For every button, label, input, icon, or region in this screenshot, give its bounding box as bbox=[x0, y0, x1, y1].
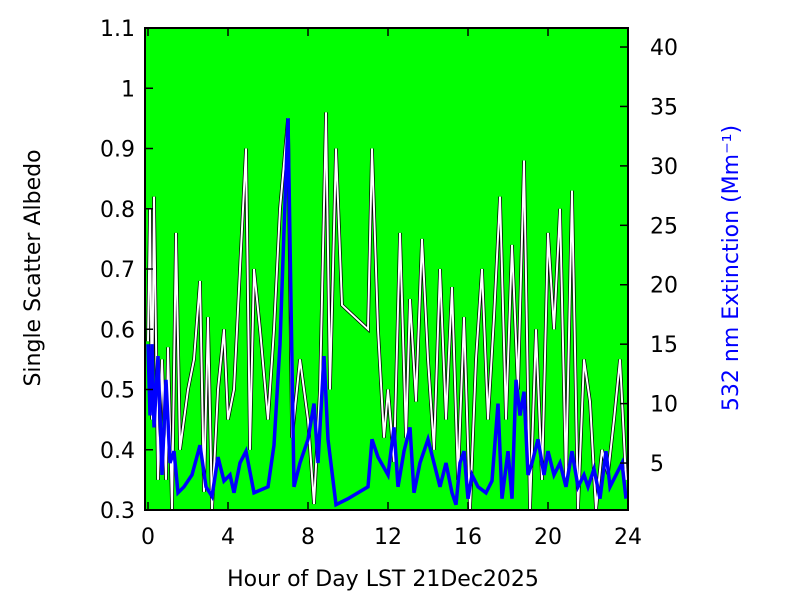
y-tick-label: 0.6 bbox=[100, 318, 135, 343]
x-tick-label: 12 bbox=[374, 525, 402, 550]
y2-tick-label: 25 bbox=[650, 214, 678, 239]
x-tick-label: 20 bbox=[534, 525, 562, 550]
y2-tick-label: 5 bbox=[650, 452, 664, 477]
y-tick-label: 0.7 bbox=[100, 258, 135, 283]
y2-tick-label: 30 bbox=[650, 155, 678, 180]
plot-border bbox=[144, 27, 629, 511]
y2-tick-label: 35 bbox=[650, 95, 678, 120]
y-tick-label: 0.8 bbox=[100, 198, 135, 223]
y2-tick-label: 15 bbox=[650, 333, 678, 358]
x-tick-label: 24 bbox=[614, 525, 642, 550]
data-line bbox=[146, 118, 628, 508]
y-tick-label: 0.9 bbox=[100, 138, 135, 163]
y2-tick-label: 10 bbox=[650, 393, 678, 418]
y2-tick-label: 20 bbox=[650, 274, 678, 299]
y-tick-label: 0.5 bbox=[100, 379, 135, 404]
y-tick-label: 0.3 bbox=[100, 499, 135, 524]
y-axis-label: Single Scatter Albedo bbox=[21, 149, 46, 386]
x-tick-label: 8 bbox=[301, 525, 315, 550]
y2-tick-label: 40 bbox=[650, 36, 678, 61]
y-tick-label: 1 bbox=[121, 77, 135, 102]
y2-axis-label: 532 nm Extinction (Mm⁻¹) bbox=[719, 125, 744, 411]
x-tick-label: 0 bbox=[141, 525, 155, 550]
x-tick-label: 4 bbox=[221, 525, 235, 550]
x-axis-label: Hour of Day LST 21Dec2025 bbox=[227, 567, 539, 592]
y-tick-label: 1.1 bbox=[100, 17, 135, 42]
data-line bbox=[147, 112, 627, 511]
x-tick-label: 16 bbox=[454, 525, 482, 550]
y-tick-label: 0.4 bbox=[100, 439, 135, 464]
